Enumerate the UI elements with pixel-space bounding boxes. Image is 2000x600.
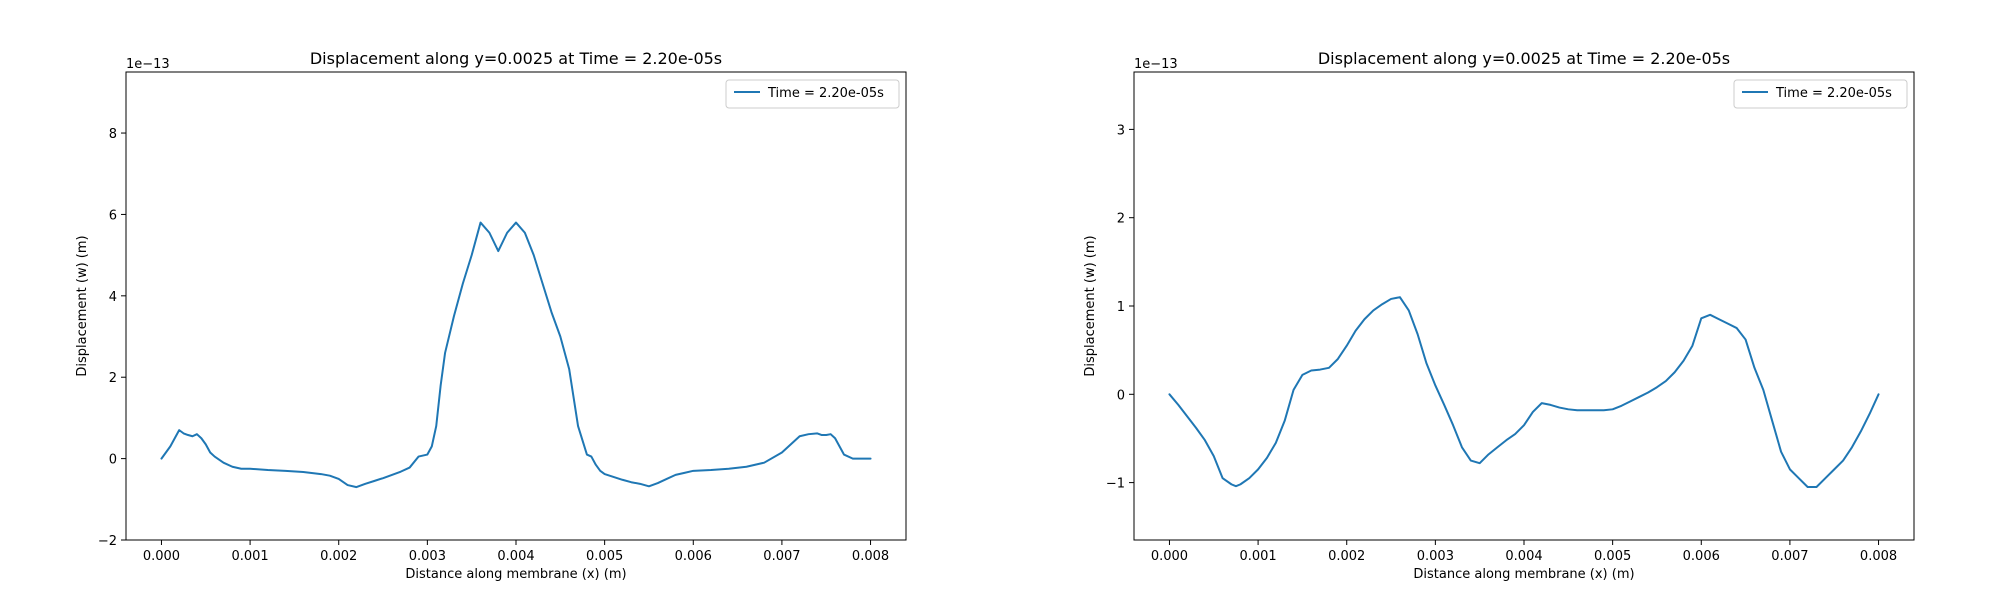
x-tick-label: 0.002 <box>320 549 357 564</box>
chart-title: Displacement along y=0.0025 at Time = 2.… <box>1318 49 1730 68</box>
x-tick-label: 0.008 <box>1860 549 1897 564</box>
chart-title: Displacement along y=0.0025 at Time = 2.… <box>310 49 722 68</box>
y-tick-label: −1 <box>1106 477 1125 492</box>
y-tick-label: 6 <box>109 208 117 223</box>
y-tick-label: 3 <box>1117 123 1125 138</box>
plot-area <box>1168 296 1880 489</box>
legend: Time = 2.20e-05s <box>725 79 900 109</box>
x-tick-label: 0.002 <box>1328 549 1365 564</box>
y-tick-label: 2 <box>109 371 117 386</box>
x-tick-label: 0.000 <box>143 549 180 564</box>
plot-area <box>160 221 872 489</box>
x-tick-label: 0.004 <box>1505 549 1542 564</box>
legend-box <box>725 79 900 109</box>
x-tick-label: 0.005 <box>586 549 623 564</box>
legend-entry-label: Time = 2.20e-05s <box>767 86 884 101</box>
series-line-0 <box>160 221 872 489</box>
y-axis-label: Displacement (w) (m) <box>1083 235 1098 376</box>
x-tick-label: 0.001 <box>1239 549 1276 564</box>
y-tick-label: 0 <box>109 453 117 468</box>
y-tick-label: 0 <box>1117 388 1125 403</box>
legend-box <box>1733 79 1908 109</box>
legend: Time = 2.20e-05s <box>1733 79 1908 109</box>
x-ticks: 0.000 0.001 0.002 0.003 0.004 0.005 0.006 0.007… <box>1151 540 1897 564</box>
x-tick-label: 0.008 <box>852 549 889 564</box>
x-tick-label: 0.001 <box>231 549 268 564</box>
series-line-0 <box>1168 296 1880 489</box>
x-tick-label: 0.000 <box>1151 549 1188 564</box>
x-axis-label: Distance along membrane (x) (m) <box>405 567 626 582</box>
x-tick-label: 0.007 <box>1771 549 1808 564</box>
y-offset-label: 1e−13 <box>126 57 170 72</box>
right-plot-panel: Displacement along y=0.0025 at Time = 2.… <box>1083 49 1915 582</box>
y-tick-label: 2 <box>1117 212 1125 227</box>
x-tick-label: 0.003 <box>1417 549 1454 564</box>
plot-frame <box>125 71 907 541</box>
x-ticks: 0.000 0.001 0.002 0.003 0.004 0.005 0.006 0.007… <box>143 540 889 564</box>
y-ticks: −1 0 1 2 3 <box>1106 123 1134 492</box>
y-tick-label: −2 <box>98 534 117 549</box>
x-axis-label: Distance along membrane (x) (m) <box>1413 567 1634 582</box>
x-tick-label: 0.003 <box>409 549 446 564</box>
y-ticks: −2 0 2 4 6 8 <box>98 127 126 549</box>
x-tick-label: 0.007 <box>763 549 800 564</box>
y-axis-label: Displacement (w) (m) <box>75 235 90 376</box>
x-tick-label: 0.004 <box>497 549 534 564</box>
left-plot-panel: Displacement along y=0.0025 at Time = 2.… <box>75 49 907 582</box>
y-offset-label: 1e−13 <box>1134 57 1178 72</box>
legend-entry-label: Time = 2.20e-05s <box>1775 86 1892 101</box>
y-tick-label: 1 <box>1117 300 1125 315</box>
x-tick-label: 0.006 <box>1683 549 1720 564</box>
x-tick-label: 0.005 <box>1594 549 1631 564</box>
x-tick-label: 0.006 <box>675 549 712 564</box>
y-tick-label: 8 <box>109 127 117 142</box>
plot-frame <box>1133 71 1915 541</box>
y-tick-label: 4 <box>109 290 117 305</box>
